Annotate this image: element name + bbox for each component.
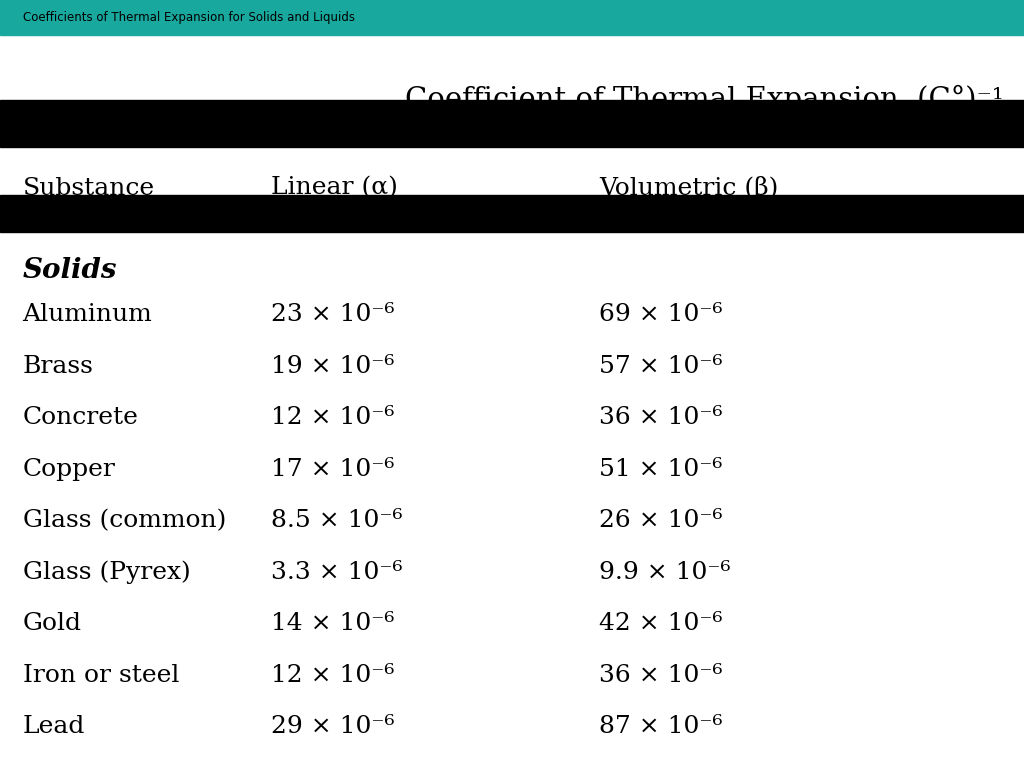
Text: 42 × 10⁻⁶: 42 × 10⁻⁶ — [599, 612, 723, 635]
Text: Coefficients of Thermal Expansion for Solids and Liquids: Coefficients of Thermal Expansion for So… — [23, 12, 354, 24]
Text: 69 × 10⁻⁶: 69 × 10⁻⁶ — [599, 303, 723, 326]
Text: Lead: Lead — [23, 715, 85, 738]
Text: Volumetric (β): Volumetric (β) — [599, 176, 778, 200]
Text: 87 × 10⁻⁶: 87 × 10⁻⁶ — [599, 715, 723, 738]
Bar — [0, 195, 1024, 232]
Text: Aluminum: Aluminum — [23, 303, 153, 326]
Text: Gold: Gold — [23, 612, 82, 635]
Text: Substance: Substance — [23, 177, 155, 200]
Text: Glass (common): Glass (common) — [23, 509, 226, 532]
Text: 36 × 10⁻⁶: 36 × 10⁻⁶ — [599, 664, 723, 687]
Text: 12 × 10⁻⁶: 12 × 10⁻⁶ — [271, 664, 394, 687]
Text: Concrete: Concrete — [23, 406, 138, 429]
Bar — [0, 100, 1024, 147]
Text: 14 × 10⁻⁶: 14 × 10⁻⁶ — [271, 612, 394, 635]
Text: Coefficient of Thermal Expansion, (C°)⁻¹: Coefficient of Thermal Expansion, (C°)⁻¹ — [404, 85, 1004, 114]
Text: Linear (α): Linear (α) — [271, 177, 398, 200]
Text: Iron or steel: Iron or steel — [23, 664, 179, 687]
Text: 9.9 × 10⁻⁶: 9.9 × 10⁻⁶ — [599, 561, 730, 584]
Text: Glass (Pyrex): Glass (Pyrex) — [23, 561, 190, 584]
Text: 36 × 10⁻⁶: 36 × 10⁻⁶ — [599, 406, 723, 429]
Text: Brass: Brass — [23, 355, 93, 378]
Text: Copper: Copper — [23, 458, 116, 481]
Bar — [0, 0, 1024, 35]
Text: 19 × 10⁻⁶: 19 × 10⁻⁶ — [271, 355, 394, 378]
Text: 3.3 × 10⁻⁶: 3.3 × 10⁻⁶ — [271, 561, 402, 584]
Text: 51 × 10⁻⁶: 51 × 10⁻⁶ — [599, 458, 722, 481]
Text: 17 × 10⁻⁶: 17 × 10⁻⁶ — [271, 458, 394, 481]
Text: 26 × 10⁻⁶: 26 × 10⁻⁶ — [599, 509, 723, 532]
Text: 8.5 × 10⁻⁶: 8.5 × 10⁻⁶ — [271, 509, 402, 532]
Text: 57 × 10⁻⁶: 57 × 10⁻⁶ — [599, 355, 723, 378]
Text: 12 × 10⁻⁶: 12 × 10⁻⁶ — [271, 406, 394, 429]
Text: Solids: Solids — [23, 257, 117, 284]
Text: 23 × 10⁻⁶: 23 × 10⁻⁶ — [271, 303, 395, 326]
Text: 29 × 10⁻⁶: 29 × 10⁻⁶ — [271, 715, 395, 738]
